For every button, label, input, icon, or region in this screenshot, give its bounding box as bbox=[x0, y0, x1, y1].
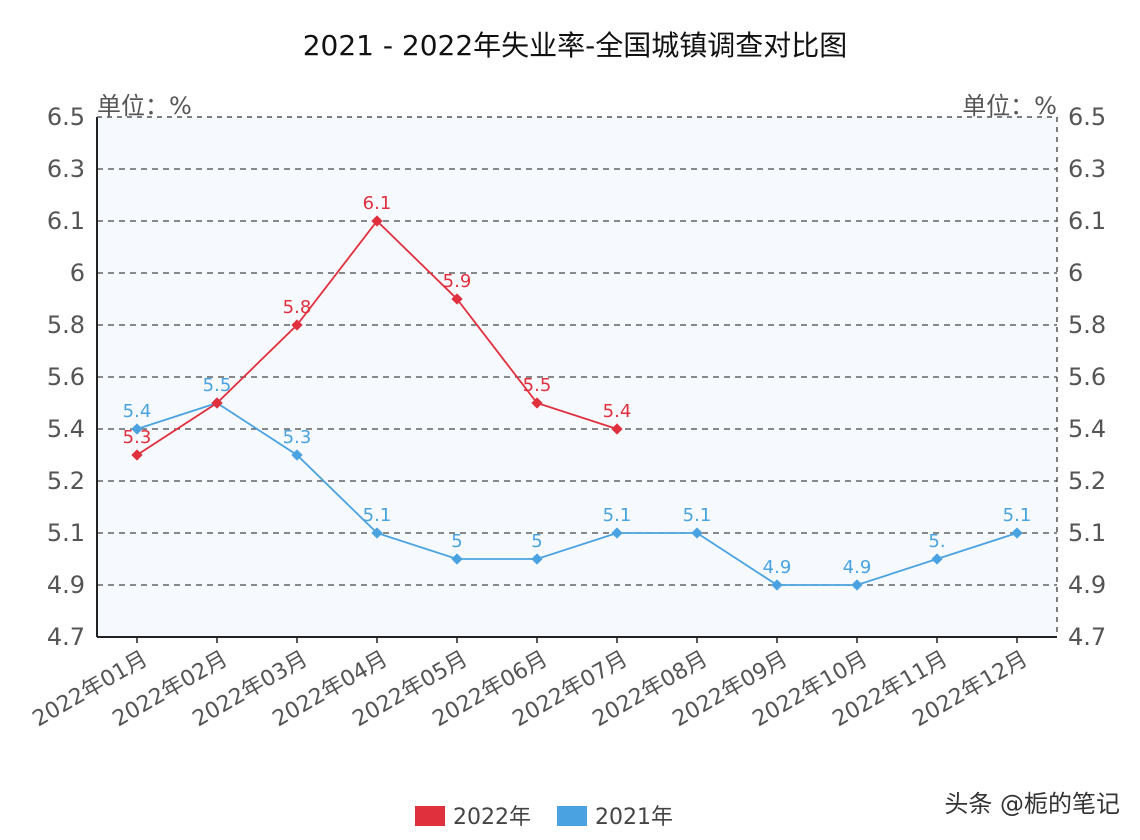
data-label: 5.1 bbox=[603, 505, 632, 526]
data-point bbox=[771, 579, 783, 591]
y-tick-label: 4.7 bbox=[47, 623, 85, 651]
data-label: 6.1 bbox=[363, 193, 392, 214]
y-tick-label: 4.9 bbox=[47, 571, 85, 599]
data-label: 5.9 bbox=[443, 271, 472, 292]
legend-label: 2022年 bbox=[453, 805, 531, 830]
y-tick-label: 5.1 bbox=[1068, 519, 1106, 547]
y-tick-label: 6.5 bbox=[1068, 103, 1106, 131]
data-label: 5.4 bbox=[123, 401, 152, 422]
data-point bbox=[931, 553, 943, 565]
y-unit-right: 单位：% bbox=[962, 92, 1057, 120]
y-axis-left-ticks: 6.5 6.3 6.1 6 5.8 5.6 5.4 5.2 5.1 4.9 4.7 bbox=[47, 103, 85, 651]
series-2021 bbox=[131, 397, 1023, 591]
watermark: 头条 @栀的笔记 bbox=[944, 790, 1120, 818]
data-point bbox=[451, 553, 463, 565]
data-point bbox=[691, 527, 703, 539]
chart-title: 2021 - 2022年失业率-全国城镇调查对比图 bbox=[303, 29, 848, 62]
data-labels-2022: 5.3 5.8 6.1 5.9 5.5 5.4 bbox=[123, 193, 632, 448]
y-tick-label: 5.8 bbox=[47, 311, 85, 339]
series-2022 bbox=[131, 215, 623, 461]
y-tick-label: 4.7 bbox=[1068, 623, 1106, 651]
series-layer: 5.3 5.8 6.1 5.9 5.5 5.4 5.4 5.5 5.3 5.1 5 5 5.1 5.1 4.… bbox=[123, 193, 1032, 591]
y-tick-label: 6.1 bbox=[47, 207, 85, 235]
data-point bbox=[291, 319, 303, 331]
data-point bbox=[211, 397, 223, 409]
y-tick-label: 6 bbox=[70, 259, 85, 287]
y-tick-label: 5.8 bbox=[1068, 311, 1106, 339]
data-point bbox=[131, 423, 143, 435]
data-label: 5.1 bbox=[1003, 505, 1032, 526]
data-point bbox=[851, 579, 863, 591]
data-label: 5.1 bbox=[683, 505, 712, 526]
data-point bbox=[611, 527, 623, 539]
data-labels-2021: 5.4 5.5 5.3 5.1 5 5 5.1 5.1 4.9 4.9 5. 5.1 bbox=[123, 375, 1032, 578]
data-label: 5.8 bbox=[283, 297, 312, 318]
y-tick-label: 6.3 bbox=[1068, 155, 1106, 183]
x-axis-ticks: 2022年01月2022年02月2022年03月2022年04月2022年05月… bbox=[29, 637, 1032, 732]
data-label: 5 bbox=[451, 531, 462, 552]
y-tick-label: 4.9 bbox=[1068, 571, 1106, 599]
data-label: 5.4 bbox=[603, 401, 632, 422]
data-point bbox=[291, 449, 303, 461]
y-tick-label: 5.4 bbox=[1068, 415, 1106, 443]
legend: 2022年 2021年 bbox=[415, 805, 673, 830]
y-tick-label: 6.3 bbox=[47, 155, 85, 183]
y-tick-label: 6.5 bbox=[47, 103, 85, 131]
data-point bbox=[531, 397, 543, 409]
data-label: 5.1 bbox=[363, 505, 392, 526]
series-line bbox=[136, 402, 1018, 586]
data-label: 5.5 bbox=[203, 375, 232, 396]
y-axis-right-ticks: 6.5 6.3 6.1 6 5.8 5.6 5.4 5.2 5.1 4.9 4.7 bbox=[1068, 103, 1106, 651]
legend-swatch bbox=[557, 806, 587, 826]
y-tick-label: 5.2 bbox=[47, 467, 85, 495]
y-unit-left: 单位：% bbox=[97, 92, 192, 120]
data-point bbox=[531, 553, 543, 565]
data-point bbox=[611, 423, 623, 435]
y-tick-label: 5.6 bbox=[47, 363, 85, 391]
y-tick-label: 5.1 bbox=[47, 519, 85, 547]
data-point bbox=[1011, 527, 1023, 539]
data-label: 4.9 bbox=[763, 557, 792, 578]
data-label: 5.3 bbox=[283, 427, 312, 448]
data-label: 5. bbox=[928, 531, 945, 552]
data-label: 4.9 bbox=[843, 557, 872, 578]
y-tick-label: 6.1 bbox=[1068, 207, 1106, 235]
data-label: 5.5 bbox=[523, 375, 552, 396]
data-point bbox=[371, 215, 383, 227]
data-label: 5.3 bbox=[123, 427, 152, 448]
data-point bbox=[451, 293, 463, 305]
data-label: 5 bbox=[531, 531, 542, 552]
legend-swatch bbox=[415, 806, 445, 826]
legend-label: 2021年 bbox=[595, 805, 673, 830]
y-tick-label: 5.4 bbox=[47, 415, 85, 443]
y-tick-label: 6 bbox=[1068, 259, 1083, 287]
data-point bbox=[131, 449, 143, 461]
data-point bbox=[371, 527, 383, 539]
y-tick-label: 5.6 bbox=[1068, 363, 1106, 391]
y-tick-label: 5.2 bbox=[1068, 467, 1106, 495]
